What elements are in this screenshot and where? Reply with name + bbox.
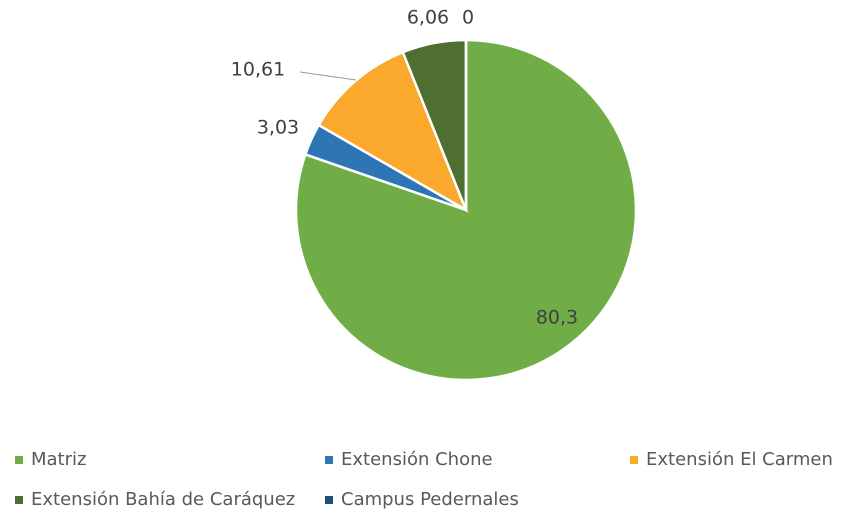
legend-swatch xyxy=(325,496,333,504)
legend-swatch xyxy=(15,496,23,504)
data-label: 6,06 xyxy=(407,7,449,29)
legend-swatch xyxy=(15,456,23,464)
legend-label: Extensión Bahía de Caráquez xyxy=(31,489,295,510)
data-label: 3,03 xyxy=(257,117,299,139)
pie-slice xyxy=(317,50,469,213)
legend-label: Extensión Chone xyxy=(341,449,493,470)
legend-label: Campus Pedernales xyxy=(341,489,519,510)
data-label: 10,61 xyxy=(231,59,285,81)
legend-swatch xyxy=(325,456,333,464)
legend-label: Matriz xyxy=(31,449,86,470)
legend-label: Extensión El Carmen xyxy=(646,449,833,470)
legend-swatch xyxy=(630,456,638,464)
data-label: 80,3 xyxy=(536,307,578,329)
leader-line xyxy=(299,71,357,81)
data-label: 0 xyxy=(462,7,474,29)
